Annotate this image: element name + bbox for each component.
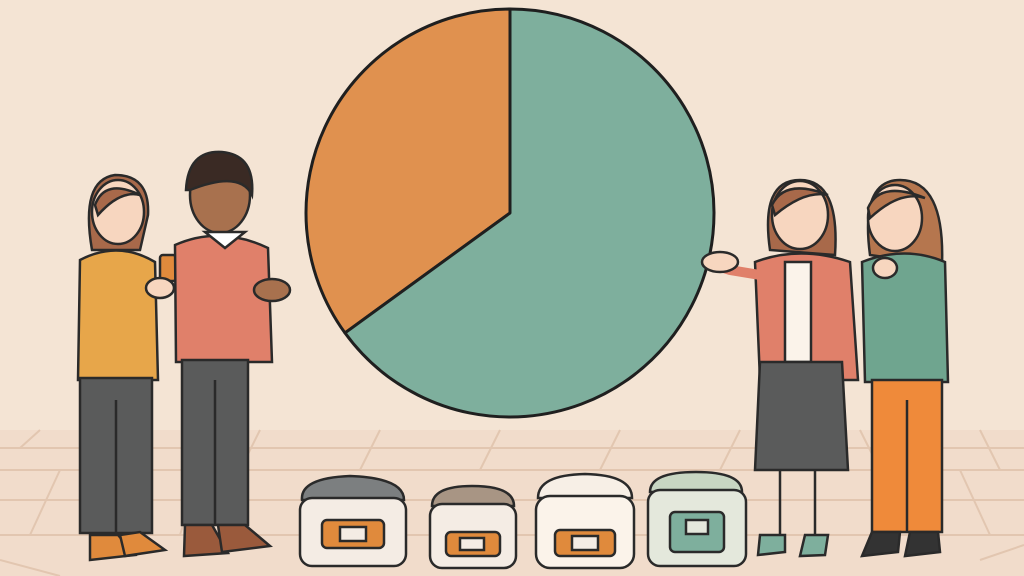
rice-cooker-gray <box>298 474 408 568</box>
person-woman-yellow-sweater <box>76 173 178 562</box>
pie-chart <box>304 7 716 419</box>
pie-slice-1 <box>343 7 716 419</box>
person-man-pink-sweater <box>173 150 292 558</box>
rice-cooker-white <box>534 472 636 570</box>
pie-slice-0 <box>304 7 512 335</box>
person-woman-teal-sweater <box>860 178 950 558</box>
rice-cooker-sage <box>646 470 748 568</box>
rice-cooker-taupe <box>428 484 518 570</box>
person-woman-pink-cardigan <box>700 178 860 558</box>
